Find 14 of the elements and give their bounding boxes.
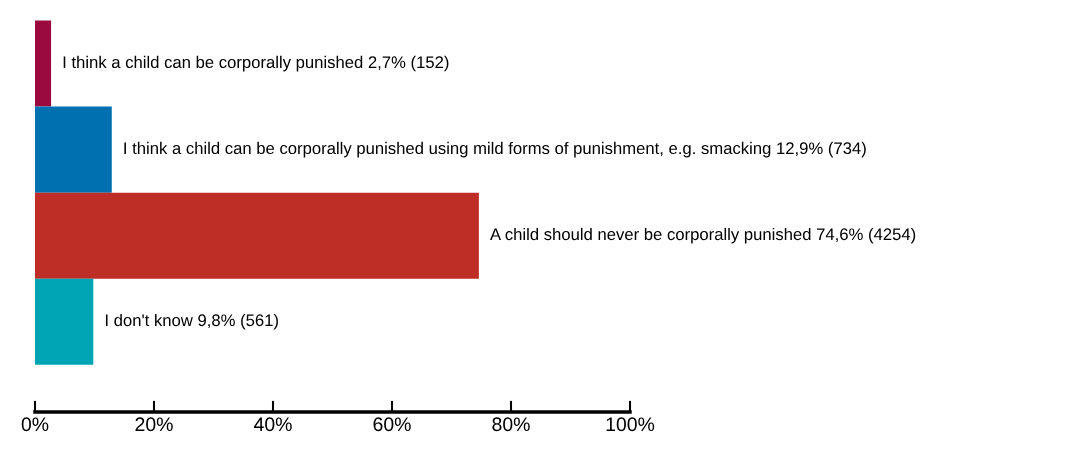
bar: [35, 278, 94, 365]
data-label: A child should never be corporally punished 74,6% (4254): [490, 227, 916, 244]
data-label: I think a child can be corporally punished 2,7% (152): [63, 55, 449, 72]
x-tick-label: 60%: [373, 417, 411, 432]
x-tick-label: 100%: [606, 417, 655, 432]
bar: [35, 192, 479, 279]
x-tick-label: 40%: [253, 417, 292, 432]
data-label: I don't know 9,8% (561): [105, 313, 278, 330]
data-label: I think a child can be corporally punished using mild forms of punishment, e.g. smacking 12,9% (734): [124, 141, 866, 158]
bar: [35, 106, 112, 193]
x-tick-label: 20%: [135, 417, 173, 432]
x-tick-label: 0%: [21, 417, 49, 432]
x-tick-label: 80%: [492, 417, 530, 432]
bar: [35, 20, 52, 107]
